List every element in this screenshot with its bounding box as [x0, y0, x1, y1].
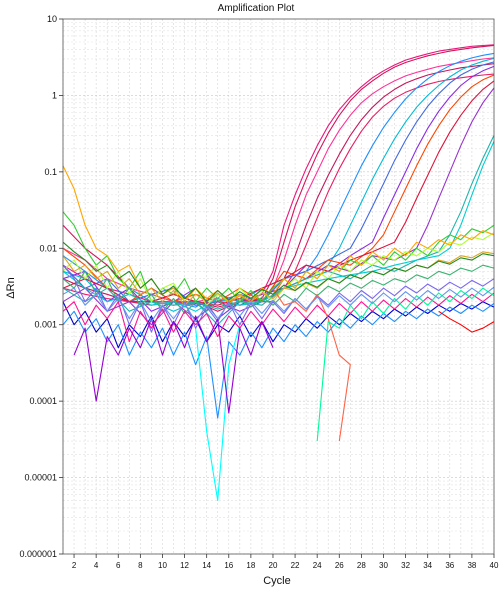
x-tick-label: 10: [158, 561, 167, 570]
x-tick-label: 32: [401, 561, 410, 570]
x-tick-label: 24: [313, 561, 322, 570]
plot-border: [62, 18, 495, 555]
series-line-26: [73, 315, 274, 414]
x-tick-label: 18: [246, 561, 255, 570]
series-line-27: [316, 287, 495, 442]
y-axis-ticks: 10 1 0.1 0.01 0.001 0.0001 0.00001 0.000001: [19, 14, 63, 559]
x-tick-label: 26: [335, 561, 344, 570]
x-tick-label: 22: [291, 561, 300, 570]
y-tick-label: 0.000001: [19, 549, 57, 559]
series-line-13: [62, 135, 495, 312]
x-tick-label: 12: [180, 561, 189, 570]
x-tick-label: 28: [357, 561, 366, 570]
series-line-24: [62, 292, 495, 343]
x-tick-label: 30: [379, 561, 388, 570]
series-line-19: [62, 264, 495, 315]
y-axis-label: ΔRn: [5, 277, 17, 298]
series-lines: [62, 44, 495, 502]
series-line-29: [62, 241, 495, 303]
series-line-30: [62, 286, 495, 323]
x-tick-label: 36: [445, 561, 454, 570]
x-tick-label: 40: [490, 561, 499, 570]
series-line-9: [62, 65, 495, 320]
y-tick-label: 0.00001: [24, 473, 57, 483]
x-tick-label: 8: [138, 561, 143, 570]
x-axis-ticks: 2 4 6 8 10 12 14 16 18 20 22 24 26 28 30 32 34 36 38 40: [72, 554, 499, 570]
x-tick-label: 2: [72, 561, 77, 570]
series-line-25: [272, 287, 351, 442]
chart-title: Amplification Plot: [218, 3, 295, 14]
y-tick-label: 10: [47, 14, 57, 24]
x-tick-label: 6: [116, 561, 121, 570]
x-tick-label: 20: [269, 561, 278, 570]
x-tick-label: 16: [224, 561, 233, 570]
series-line-17: [62, 165, 495, 303]
series-line-20: [62, 301, 495, 349]
y-tick-label: 0.01: [39, 243, 57, 253]
y-tick-label: 0.1: [44, 167, 57, 177]
plot-frame: [62, 18, 495, 555]
x-tick-label: 14: [202, 561, 211, 570]
x-tick-label: 34: [423, 561, 432, 570]
series-line-22: [195, 324, 241, 502]
x-axis-label: Cycle: [263, 575, 291, 587]
x-tick-label: 4: [94, 561, 99, 570]
y-tick-label: 0.0001: [29, 396, 57, 406]
y-tick-label: 1: [52, 90, 57, 100]
series-line-23: [62, 264, 495, 333]
x-tick-label: 38: [467, 561, 476, 570]
y-tick-label: 0.001: [34, 320, 57, 330]
series-line-10: [62, 74, 495, 303]
series-line-28: [438, 310, 495, 333]
series-line-21: [62, 302, 495, 419]
